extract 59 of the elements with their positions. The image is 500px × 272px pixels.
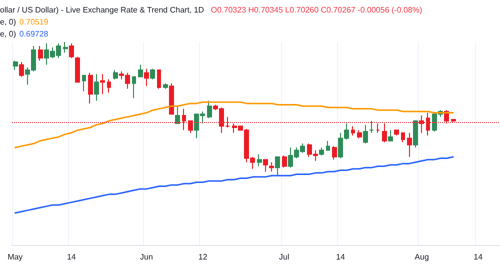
candlestick (113, 70, 118, 80)
text: 0.69728 (19, 30, 49, 38)
x-tick-label: 12 (198, 252, 208, 262)
text: e, 0) (0, 30, 16, 38)
candlestick (107, 78, 111, 94)
x-tick-label: Aug (414, 252, 429, 262)
x-tick-label: 14 (474, 252, 484, 262)
candlestick (75, 56, 80, 83)
candlestick (413, 120, 418, 148)
candlestick (150, 68, 155, 80)
candlestick (38, 46, 43, 62)
candlestick (88, 72, 93, 104)
candlestick (426, 112, 430, 136)
chart-title: ollar / US Dollar) - Live Exchange Rate & Trend Chart, 1D (0, 6, 204, 14)
candlestick (19, 62, 24, 78)
candlestick (357, 130, 362, 139)
candlestick (175, 106, 180, 124)
x-tick-label: 14 (66, 252, 76, 262)
candlestick (257, 154, 262, 167)
text: e, 0) (0, 18, 16, 26)
candlestick (263, 159, 268, 172)
candlestick (407, 132, 412, 158)
candlestick (13, 60, 18, 71)
candlestick (382, 122, 387, 143)
candlestick (376, 122, 380, 134)
candlestick (169, 82, 174, 115)
candlestick (388, 130, 393, 142)
x-tick-label: May (8, 252, 23, 262)
x-tick-label: 14 (336, 252, 346, 262)
candlestick (138, 64, 143, 78)
candlestick (326, 140, 330, 151)
candlestick (351, 126, 355, 136)
candlestick (188, 120, 193, 134)
candlestick (69, 42, 74, 59)
candlestick (369, 120, 374, 134)
candlestick (401, 132, 405, 143)
candlestick (163, 82, 168, 90)
candlestick (144, 68, 149, 87)
candlestick (63, 42, 68, 54)
candlestick (82, 74, 86, 92)
candlestick (275, 156, 280, 176)
candlestick (269, 162, 274, 172)
chart-subtitle: O0.70323 H0.70345 L0.70260 C0.70267 -0.00056 (-0.08%) (210, 6, 423, 14)
candlestick (363, 124, 368, 144)
candlestick (394, 130, 399, 136)
candlestick (319, 147, 324, 156)
x-tick-label: Jul (279, 252, 290, 262)
candlestick (332, 146, 337, 160)
candlestick (100, 74, 105, 95)
text: 0.70519 (19, 18, 49, 26)
x-tick-label: Jun (140, 252, 153, 262)
candlestick (207, 100, 212, 119)
candlestick (419, 114, 424, 134)
candlestick (282, 155, 287, 168)
candlestick (157, 70, 161, 90)
candlestick (132, 76, 136, 99)
candlestick (451, 118, 456, 123)
candlestick (94, 74, 99, 102)
candlestick (182, 108, 186, 131)
